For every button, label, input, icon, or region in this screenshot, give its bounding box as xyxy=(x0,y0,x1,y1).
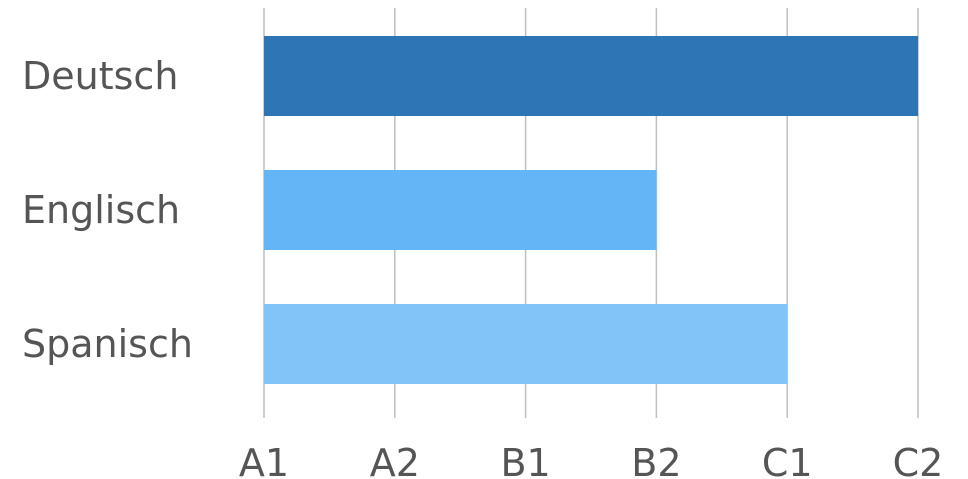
category-labels: Deutsch Englisch Spanisch xyxy=(22,54,193,366)
tick-label-b2: B2 xyxy=(631,441,681,479)
tick-label-a1: A1 xyxy=(239,441,289,479)
bar-spanisch xyxy=(264,304,787,384)
category-label-deutsch: Deutsch xyxy=(22,54,178,98)
category-label-spanisch: Spanisch xyxy=(22,322,193,366)
x-axis-tick-labels: A1 A2 B1 B2 C1 C2 xyxy=(239,441,943,479)
tick-label-b1: B1 xyxy=(500,441,550,479)
bar-englisch xyxy=(264,170,656,250)
bars xyxy=(264,36,918,384)
category-label-englisch: Englisch xyxy=(22,188,180,232)
tick-label-c2: C2 xyxy=(893,441,944,479)
bar-deutsch xyxy=(264,36,918,116)
tick-label-a2: A2 xyxy=(370,441,420,479)
tick-label-c1: C1 xyxy=(762,441,813,479)
